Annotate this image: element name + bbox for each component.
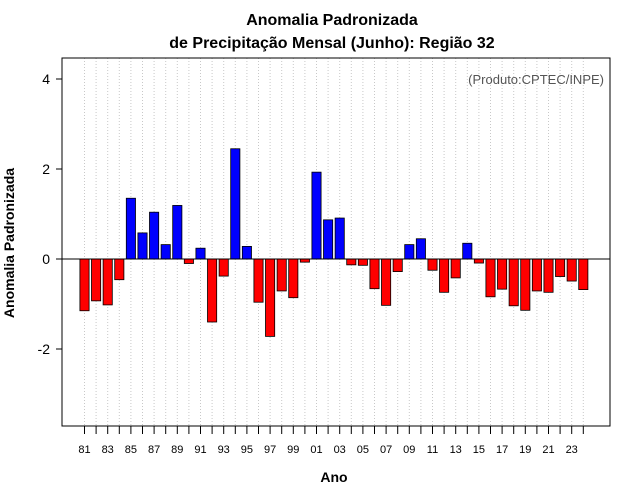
y-axis-ticks: -2 0 2 4 <box>38 71 62 357</box>
chart-title-line-1: Anomalia Padronizada <box>246 12 418 29</box>
x-tick-label: 23 <box>566 444 578 456</box>
x-tick-label: 03 <box>334 444 346 456</box>
x-tick-label: 07 <box>380 444 392 456</box>
x-axis-title: Ano <box>320 469 347 485</box>
bars <box>79 148 589 337</box>
bar-95 <box>241 245 252 260</box>
x-tick-label: 91 <box>194 444 206 456</box>
y-axis-title: Anomalia Padronizada <box>1 168 17 318</box>
x-tick-label: 89 <box>171 444 183 456</box>
x-tick-label: 87 <box>148 444 160 456</box>
bar-08 <box>392 258 403 273</box>
x-axis-ticks: 81 83 85 87 89 91 93 95 97 99 01 03 05 07 09 11 13 15 17 19… <box>78 426 584 456</box>
bar-03 <box>334 217 345 260</box>
bar-92 <box>207 258 218 323</box>
bar-81 <box>79 258 90 312</box>
bar-17 <box>497 258 508 290</box>
bar-99 <box>288 258 299 299</box>
chart-title-line-2: de Precipitação Mensal (Junho): Região 3… <box>169 35 495 52</box>
bar-19 <box>520 258 531 311</box>
bar-24 <box>578 258 589 291</box>
bar-86 <box>137 232 148 260</box>
bar-14 <box>462 242 473 260</box>
bar-15 <box>473 258 484 264</box>
x-tick-label: 97 <box>264 444 276 456</box>
bar-93 <box>218 258 229 277</box>
bar-09 <box>404 244 415 260</box>
x-tick-label: 15 <box>473 444 485 456</box>
x-tick-label: 19 <box>519 444 531 456</box>
bar-02 <box>323 219 334 260</box>
bar-88 <box>160 244 171 260</box>
x-tick-label: 21 <box>542 444 554 456</box>
bar-06 <box>369 258 380 290</box>
bar-01 <box>311 171 322 260</box>
source-note: (Produto:CPTEC/INPE) <box>468 72 604 87</box>
bar-96 <box>253 258 264 303</box>
y-tick-label: 0 <box>42 251 50 267</box>
bar-94 <box>230 148 241 260</box>
bar-18 <box>508 258 519 307</box>
bar-05 <box>357 258 368 266</box>
bar-13 <box>450 258 461 279</box>
x-tick-label: 99 <box>287 444 299 456</box>
y-tick-label: -2 <box>38 341 51 357</box>
bar-12 <box>439 258 450 293</box>
x-tick-label: 13 <box>450 444 462 456</box>
bar-90 <box>183 258 194 264</box>
plot-frame <box>61 57 611 427</box>
bar-82 <box>91 258 102 302</box>
bar-22 <box>555 258 566 277</box>
x-tick-label: 81 <box>78 444 90 456</box>
bar-87 <box>149 211 160 260</box>
x-tick-label: 05 <box>357 444 369 456</box>
y-tick-label: 4 <box>42 71 50 87</box>
bar-84 <box>114 258 125 281</box>
bar-10 <box>415 238 426 260</box>
bar-91 <box>195 247 206 260</box>
x-tick-label: 01 <box>310 444 322 456</box>
bar-83 <box>102 258 113 306</box>
bar-11 <box>427 258 438 271</box>
x-tick-label: 83 <box>102 444 114 456</box>
x-tick-label: 95 <box>241 444 253 456</box>
vertical-gridlines <box>84 58 584 426</box>
bar-85 <box>125 197 136 260</box>
bar-89 <box>172 205 183 260</box>
y-tick-label: 2 <box>42 161 50 177</box>
x-tick-label: 17 <box>496 444 508 456</box>
x-tick-label: 93 <box>218 444 230 456</box>
bar-23 <box>566 258 577 282</box>
bar-16 <box>485 258 496 298</box>
bar-20 <box>531 258 542 292</box>
x-tick-label: 11 <box>427 444 438 456</box>
bar-07 <box>381 258 392 306</box>
bar-04 <box>346 258 357 266</box>
bar-98 <box>276 258 287 292</box>
x-tick-label: 09 <box>403 444 415 456</box>
bar-97 <box>265 258 276 337</box>
bar-21 <box>543 258 554 293</box>
x-tick-label: 85 <box>125 444 137 456</box>
